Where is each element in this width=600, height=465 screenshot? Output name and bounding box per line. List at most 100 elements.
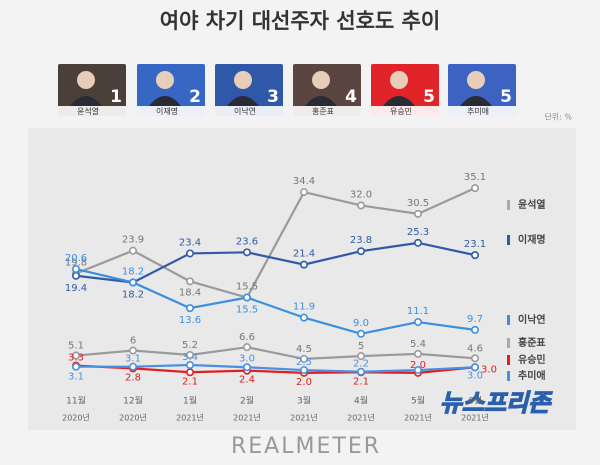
data-point — [129, 246, 138, 255]
candidate-head — [234, 71, 252, 89]
x-tick-label: 2월 — [240, 395, 254, 407]
legend-marker — [507, 338, 510, 348]
series-line — [75, 346, 476, 361]
name-strip — [448, 106, 516, 116]
data-label: 15.5 — [236, 282, 258, 293]
x-tick-label: 5월 — [411, 395, 425, 407]
unit-label: 단위: % — [544, 112, 572, 122]
data-point — [186, 350, 195, 359]
data-point — [470, 363, 479, 372]
name-strip — [58, 106, 126, 116]
data-label: 6 — [130, 336, 136, 347]
data-label: 2.0 — [296, 377, 312, 388]
candidate-body — [227, 96, 259, 106]
data-label: 5.2 — [182, 340, 198, 351]
candidate-name: 홍준표 — [312, 106, 334, 116]
legend-label: 윤석열 — [518, 198, 546, 211]
data-point — [129, 362, 138, 371]
data-label: 19.4 — [65, 283, 87, 294]
data-label: 3.0 — [239, 353, 255, 364]
data-label: 23.4 — [179, 237, 201, 248]
data-point — [186, 304, 195, 313]
data-label: 30.5 — [407, 198, 429, 209]
data-point — [470, 325, 479, 334]
data-point — [72, 362, 81, 371]
data-point — [356, 352, 365, 361]
legend-marker — [507, 200, 510, 210]
data-label: 15.5 — [236, 305, 258, 316]
data-label: 13.6 — [179, 315, 201, 326]
x-tick-year: 2021년 — [404, 413, 432, 423]
data-label: 3.4 — [182, 352, 198, 363]
data-point — [413, 318, 422, 327]
x-tick-label: 6월 — [468, 395, 482, 407]
data-label: 2.8 — [125, 372, 141, 383]
candidate-rank: 4 — [345, 87, 357, 107]
legend-label: 홍준표 — [518, 336, 546, 349]
data-label: 23.9 — [122, 235, 144, 246]
data-point — [356, 367, 365, 376]
legend-label: 추미애 — [518, 369, 546, 382]
data-label: 3.0 — [467, 370, 483, 381]
x-tick-year: 2020년 — [62, 413, 90, 423]
data-label: 9.7 — [467, 314, 483, 325]
data-label: 2.0 — [410, 360, 426, 371]
candidate-rank: 5 — [500, 87, 512, 107]
data-point — [299, 354, 308, 363]
data-label: 2.2 — [353, 359, 369, 370]
data-point — [413, 349, 422, 358]
legend-marker — [507, 315, 510, 325]
data-label: 34.4 — [293, 176, 315, 187]
data-label: 11.1 — [407, 306, 429, 317]
data-label: 18.2 — [122, 289, 144, 300]
candidate-body — [460, 96, 492, 106]
data-point — [129, 346, 138, 355]
name-strip — [293, 106, 361, 116]
data-label: 2.4 — [239, 375, 255, 386]
series-line — [75, 187, 476, 299]
watermark: 뉴스프리존 — [440, 389, 553, 417]
data-point — [356, 247, 365, 256]
candidate-head — [312, 71, 330, 89]
data-point — [413, 238, 422, 247]
candidate-rank: 5 — [423, 87, 435, 107]
data-point — [470, 354, 479, 363]
x-tick-label: 1월 — [183, 395, 197, 407]
data-point — [356, 201, 365, 210]
data-label: 4.5 — [296, 344, 312, 355]
x-tick-label: 11월 — [66, 395, 86, 407]
candidate-name: 이낙연 — [234, 106, 256, 116]
data-point — [413, 209, 422, 218]
data-point — [129, 278, 138, 287]
data-label: 9.0 — [353, 318, 369, 329]
candidate-rank: 1 — [110, 87, 122, 107]
data-label: 32.0 — [350, 189, 372, 200]
name-strip — [215, 106, 283, 116]
series-line — [76, 363, 476, 373]
candidate-rank: 3 — [267, 87, 279, 107]
data-label: 2.5 — [296, 357, 312, 368]
data-label: 20.6 — [65, 253, 87, 264]
data-point — [299, 188, 308, 197]
candidate-head — [390, 71, 408, 89]
candidate-head — [467, 71, 485, 89]
candidate-rank: 2 — [189, 87, 201, 107]
data-point — [186, 368, 195, 377]
legend-marker — [507, 355, 510, 365]
legend-label: 이재명 — [518, 233, 546, 246]
data-point — [243, 363, 252, 372]
data-label: 6.6 — [239, 332, 255, 343]
candidate-body — [383, 96, 415, 106]
data-label: 11.9 — [293, 302, 315, 313]
data-label: 2.1 — [182, 376, 198, 387]
data-point — [186, 361, 195, 370]
candidate-name: 이재명 — [156, 106, 178, 116]
data-point — [243, 293, 252, 302]
candidate-head — [77, 71, 95, 89]
candidate-body — [305, 96, 337, 106]
data-label: 23.1 — [464, 239, 486, 250]
data-label: 23.6 — [236, 236, 258, 247]
data-point — [470, 184, 479, 193]
